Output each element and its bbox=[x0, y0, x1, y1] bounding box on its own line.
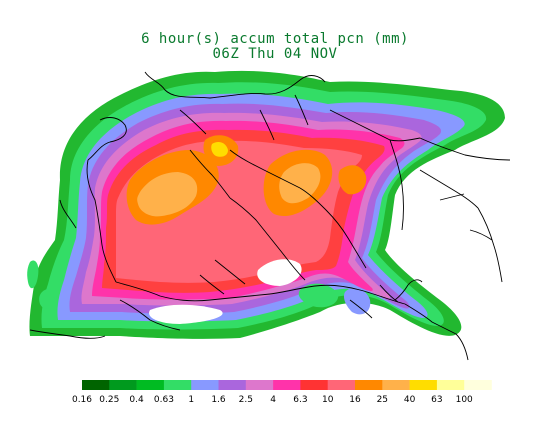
colorbar-swatch bbox=[136, 380, 165, 390]
colorbar-tick-label: 40 bbox=[404, 395, 416, 405]
colorbar-swatch bbox=[109, 380, 137, 390]
colorbar-tick-label: 4 bbox=[270, 395, 276, 405]
colorbar-swatch bbox=[464, 380, 492, 390]
colorbar-swatch bbox=[382, 380, 410, 390]
colorbar-tick-label: 16 bbox=[349, 395, 361, 405]
colorbar-swatch bbox=[218, 380, 247, 390]
precip-patch-iberia bbox=[39, 289, 55, 309]
colorbar-tick-label: 6.3 bbox=[293, 395, 307, 405]
colorbar-swatch bbox=[327, 380, 356, 390]
precip-patch-greece bbox=[343, 287, 371, 315]
colorbar-swatch bbox=[300, 380, 328, 390]
colorbar-tick-label: 0.25 bbox=[99, 395, 119, 405]
colorbar-tick-label: 1 bbox=[188, 395, 194, 405]
map-valid-time: 06Z Thu 04 NOV bbox=[212, 46, 338, 62]
precip-patch-corsica bbox=[27, 260, 39, 289]
colorbar-swatch bbox=[436, 380, 465, 390]
colorbar-swatches bbox=[82, 380, 492, 390]
precip-core-light-orange-west bbox=[137, 172, 198, 217]
colorbar-swatch bbox=[245, 380, 274, 390]
colorbar-tick-label: 0.63 bbox=[154, 395, 174, 405]
colorbar-swatch bbox=[191, 380, 219, 390]
precip-gap-aegean bbox=[298, 283, 339, 308]
precip-core-yellow-north bbox=[211, 142, 228, 157]
colorbar-tick-label: 1.6 bbox=[211, 395, 226, 405]
precip-gap-tyrrhenian bbox=[149, 304, 223, 324]
map-title: 6 hour(s) accum total pcn (mm) bbox=[141, 31, 409, 47]
precip-gap-adriatic bbox=[257, 259, 302, 286]
colorbar-swatch bbox=[409, 380, 438, 390]
colorbar-tick-label: 63 bbox=[431, 395, 442, 405]
colorbar-swatch bbox=[82, 380, 110, 390]
colorbar-tick-label: 2.5 bbox=[239, 395, 253, 405]
colorbar-tick-label: 100 bbox=[456, 395, 473, 405]
precip-core-light-orange-center bbox=[279, 163, 321, 204]
precip-core-orange-east bbox=[338, 165, 367, 195]
colorbar-swatch bbox=[163, 380, 192, 390]
colorbar-tick-label: 25 bbox=[377, 395, 388, 405]
colorbar-tick-label: 0.4 bbox=[129, 395, 144, 405]
colorbar-labels: 0.16 0.25 0.4 0.63 1 1.6 2.5 4 6.3 10 16 25 40 63 100 bbox=[72, 395, 473, 405]
colorbar-tick-label: 0.16 bbox=[72, 395, 92, 405]
colorbar-swatch bbox=[273, 380, 301, 390]
colorbar-tick-label: 10 bbox=[322, 395, 334, 405]
colorbar-swatch bbox=[355, 380, 383, 390]
coastline-overlay bbox=[29, 71, 511, 361]
